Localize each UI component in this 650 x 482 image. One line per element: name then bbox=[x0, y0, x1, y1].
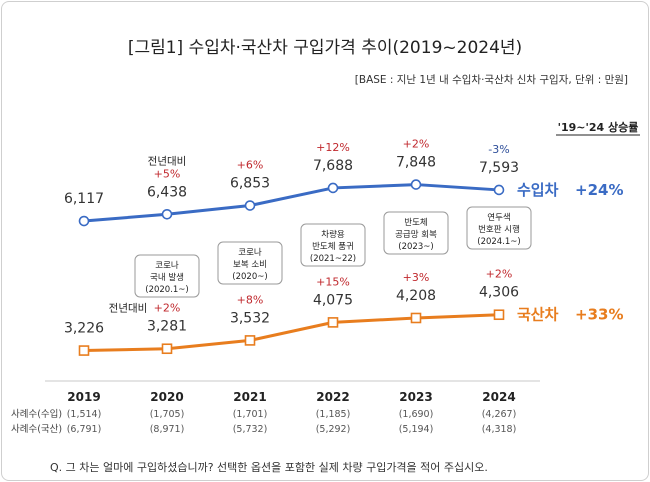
value-label-domestic-2024: 4,306 bbox=[479, 285, 519, 301]
annotation-line-2021-2: (2020~) bbox=[232, 272, 267, 282]
yoy-label-domestic: 전년대비 bbox=[109, 303, 148, 315]
sample-domestic-2022: (5,292) bbox=[316, 424, 351, 435]
survey-question: Q. 그 차는 얼마에 구입하셨습니까? 선택한 옵션을 포함한 실제 차량 구… bbox=[50, 461, 488, 474]
sample-import-2020: (1,705) bbox=[150, 409, 185, 420]
sample-import-2019: (1,514) bbox=[67, 409, 102, 420]
data-point-domestic-2020 bbox=[161, 343, 173, 355]
annotation-box-2021 bbox=[217, 241, 283, 285]
growth-label-0: +24% bbox=[575, 181, 623, 199]
annotation-line-2024-2: (2024.1~) bbox=[477, 237, 521, 247]
series-name-0: 수입차 bbox=[517, 181, 559, 199]
annotation-line-2021-1: 보복 소비 bbox=[233, 260, 267, 270]
annotation-line-2024-1: 번호판 시행 bbox=[478, 224, 520, 235]
sample-domestic-2019: (6,791) bbox=[67, 424, 102, 435]
change-label-import-2024: -3% bbox=[488, 143, 509, 156]
annotation-line-2022-0: 차량용 bbox=[321, 229, 345, 240]
change-label-domestic-2023: +3% bbox=[403, 271, 430, 284]
sample-import-2023: (1,690) bbox=[399, 409, 434, 420]
base-note: [BASE : 지난 1년 내 수입차·국산차 신차 구입자, 단위 : 만원] bbox=[354, 74, 628, 86]
data-point-import-2020 bbox=[161, 208, 173, 220]
growth-header: '19~'24 상승률 bbox=[558, 120, 639, 134]
value-label-import-2023: 7,848 bbox=[396, 155, 436, 171]
change-label-import-2023: +2% bbox=[403, 138, 430, 151]
annotation-line-2022-1: 반도체 품귀 bbox=[312, 241, 354, 252]
value-label-import-2020: 6,438 bbox=[147, 184, 187, 200]
annotation-line-2024-0: 연두색 bbox=[487, 212, 510, 223]
annotation-line-2023-0: 반도체 bbox=[404, 217, 427, 228]
annotation-line-2021-0: 코로나 bbox=[238, 248, 262, 258]
data-point-import-2022 bbox=[327, 182, 339, 194]
value-label-domestic-2022: 4,075 bbox=[313, 292, 353, 308]
value-label-import-2022: 7,688 bbox=[313, 158, 353, 174]
x-tick-label-2023: 2023 bbox=[399, 390, 432, 404]
change-label-domestic-2022: +15% bbox=[316, 275, 350, 288]
value-label-import-2019: 6,117 bbox=[64, 191, 104, 207]
data-point-domestic-2024 bbox=[493, 309, 505, 321]
annotation-line-2020-2: (2020.1~) bbox=[145, 285, 189, 295]
annotation-box-2023 bbox=[383, 211, 449, 255]
growth-label-1: +33% bbox=[575, 306, 623, 324]
series-line-0 bbox=[83, 183, 500, 223]
data-point-import-2021 bbox=[244, 200, 256, 211]
sample-domestic-2024: (4,318) bbox=[482, 424, 517, 435]
value-label-domestic-2023: 4,208 bbox=[396, 288, 436, 304]
data-point-import-2023 bbox=[410, 179, 422, 190]
value-label-domestic-2019: 3,226 bbox=[64, 321, 104, 337]
value-label-domestic-2020: 3,281 bbox=[147, 319, 187, 335]
value-label-domestic-2021: 3,532 bbox=[230, 310, 270, 326]
sample-domestic-2021: (5,732) bbox=[233, 424, 268, 435]
sample-import-2022: (1,185) bbox=[316, 409, 351, 420]
annotation-box-2024 bbox=[466, 206, 532, 250]
change-label-import-2021: +6% bbox=[237, 159, 264, 172]
value-label-import-2021: 6,853 bbox=[230, 176, 270, 192]
data-point-import-2019 bbox=[78, 215, 90, 227]
x-tick-label-2022: 2022 bbox=[316, 390, 349, 404]
sample-import-row-label: 사례수(수입) bbox=[11, 408, 62, 420]
annotation-line-2023-2: (2023~) bbox=[398, 242, 433, 252]
change-label-domestic-2020: +2% bbox=[154, 302, 181, 315]
annotation-box-2020 bbox=[134, 254, 200, 298]
annotation-line-2022-2: (2021~22) bbox=[310, 254, 356, 264]
x-tick-label-2019: 2019 bbox=[67, 390, 100, 404]
data-point-domestic-2019 bbox=[78, 345, 90, 356]
change-label-import-2022: +12% bbox=[316, 141, 350, 154]
x-tick-label-2021: 2021 bbox=[233, 390, 266, 404]
data-point-import-2024 bbox=[493, 184, 505, 196]
annotation-box-2022 bbox=[300, 223, 366, 267]
data-point-domestic-2021 bbox=[244, 335, 256, 346]
x-tick-label-2024: 2024 bbox=[482, 390, 515, 404]
data-point-domestic-2023 bbox=[410, 312, 422, 324]
change-label-domestic-2021: +8% bbox=[237, 293, 264, 306]
annotation-line-2020-0: 코로나 bbox=[155, 261, 179, 271]
annotation-line-2020-1: 국내 발생 bbox=[150, 272, 184, 283]
change-label-import-2020: +5% bbox=[154, 167, 181, 180]
series-name-1: 국산차 bbox=[517, 306, 559, 324]
value-label-import-2024: 7,593 bbox=[479, 160, 519, 176]
sample-import-2021: (1,701) bbox=[233, 409, 268, 420]
x-tick-label-2020: 2020 bbox=[150, 390, 183, 404]
annotation-line-2023-1: 공급망 회복 bbox=[395, 229, 437, 240]
series-line-1 bbox=[83, 313, 500, 353]
yoy-label-import: 전년대비 bbox=[148, 155, 187, 167]
data-point-domestic-2022 bbox=[327, 317, 339, 328]
change-label-domestic-2024: +2% bbox=[486, 268, 513, 281]
sample-domestic-2023: (5,194) bbox=[399, 424, 434, 435]
sample-import-2024: (4,267) bbox=[482, 409, 517, 420]
sample-domestic-2020: (8,971) bbox=[150, 424, 185, 435]
chart-title: [그림1] 수입차·국산차 구입가격 추이(2019~2024년) bbox=[127, 38, 523, 58]
sample-domestic-row-label: 사례수(국산) bbox=[11, 424, 62, 435]
